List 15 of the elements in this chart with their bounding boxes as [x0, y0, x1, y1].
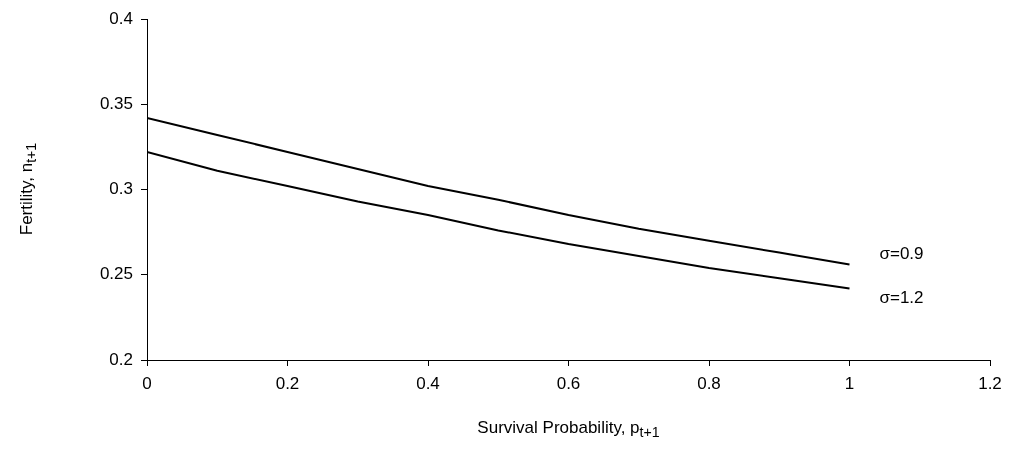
y-tick-label: 0.25	[99, 264, 133, 284]
series-label: σ=1.2	[879, 288, 924, 308]
x-tick-label: 0.8	[697, 373, 721, 393]
y-tick-label: 0.2	[109, 349, 133, 369]
x-tick-label: 0.6	[556, 373, 581, 393]
x-tick-label: 0.2	[275, 373, 300, 393]
x-axis-title: Survival Probability, p$_{t+1}$	[476, 418, 661, 441]
x-tick-label: 0	[142, 373, 152, 393]
y-tick-label: 0.4	[109, 8, 133, 28]
x-tick-label: 1	[844, 373, 855, 393]
series-label: σ=0.9	[879, 244, 924, 264]
y-tick-label: 0.35	[99, 93, 133, 113]
x-tick-label: 0.4	[416, 373, 440, 393]
y-tick-label: 0.3	[109, 179, 133, 199]
x-tick-label: 1.2	[978, 373, 1002, 393]
